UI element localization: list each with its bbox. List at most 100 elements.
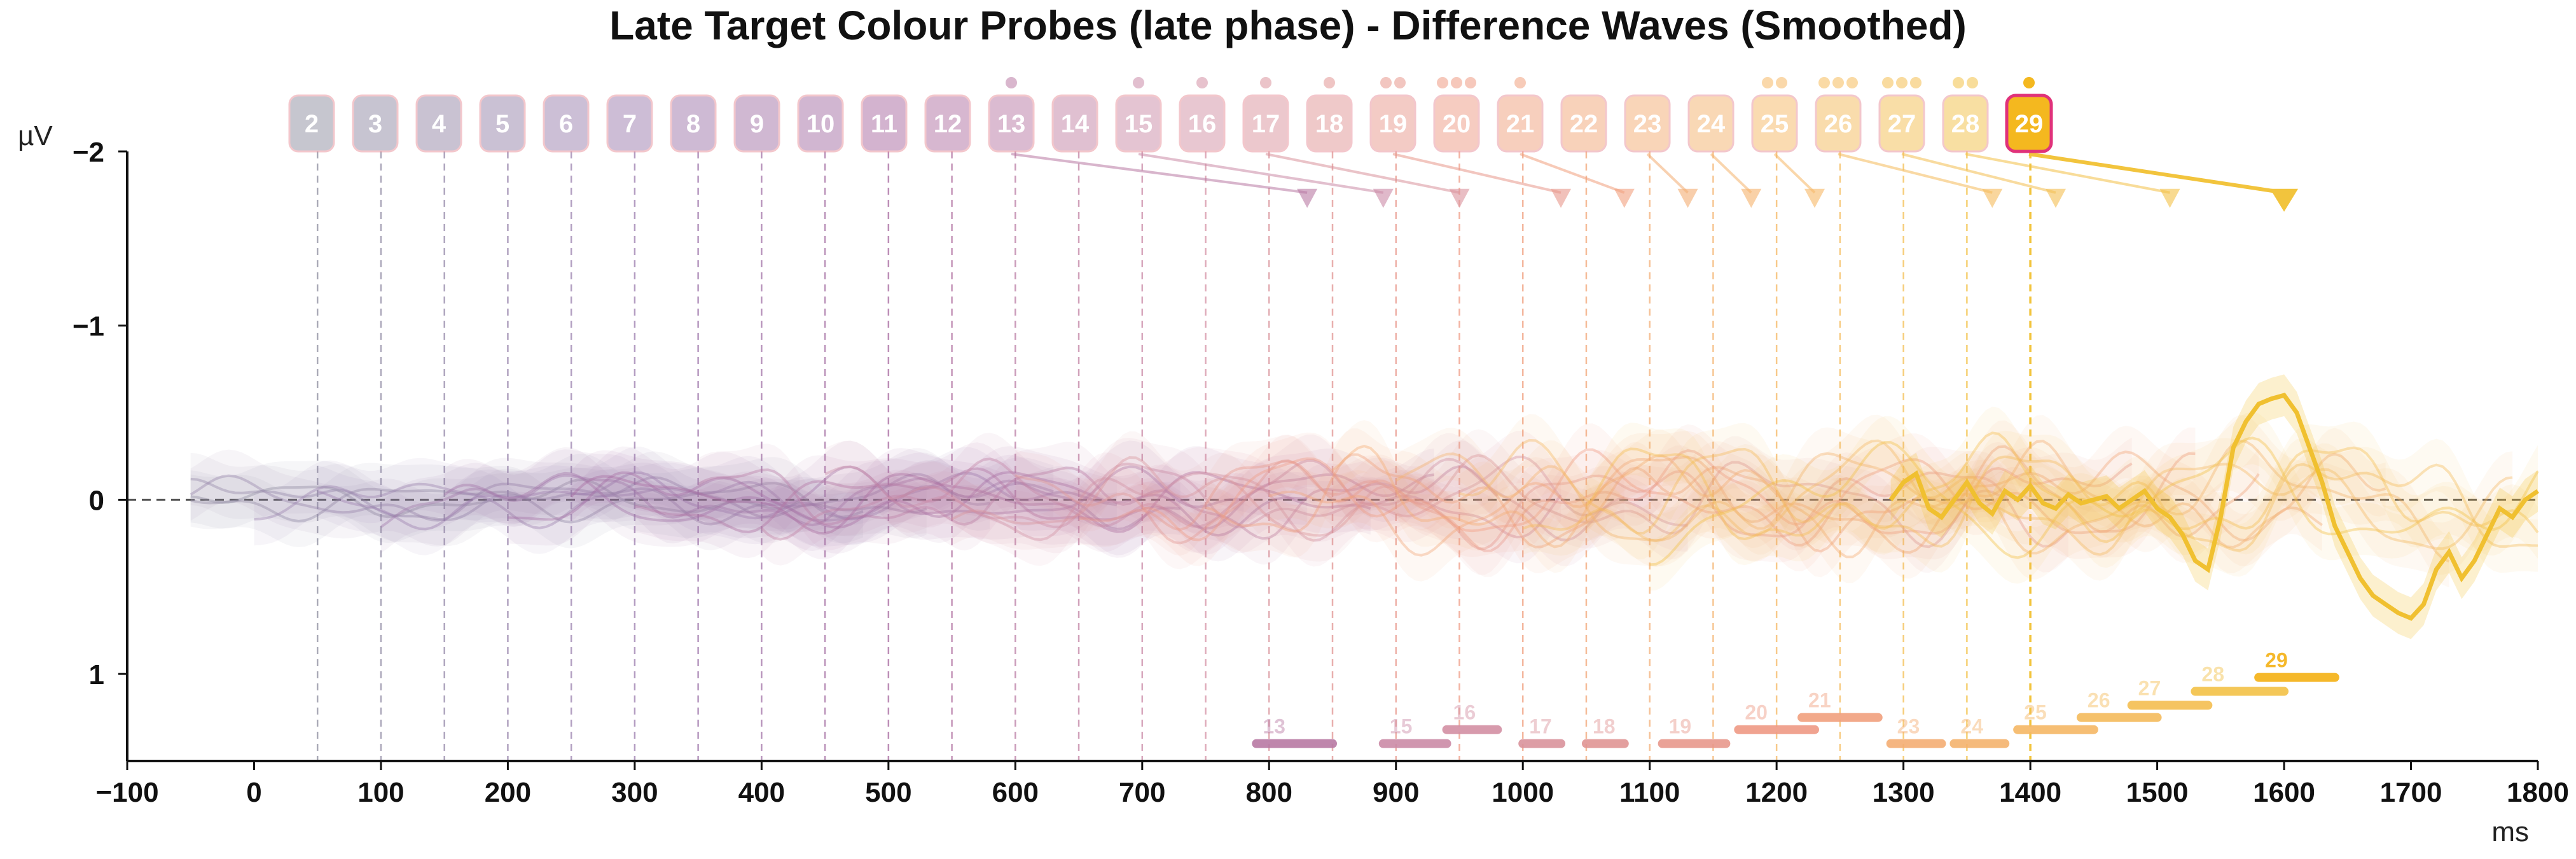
probe-dot-26 — [1818, 77, 1830, 88]
significance-label-15: 15 — [1390, 715, 1413, 738]
probe-dot-26 — [1832, 77, 1844, 88]
probe-badge-20: 20 — [1433, 77, 1480, 153]
probe-badge-15: 15 — [1115, 77, 1162, 153]
wave-line-6 — [254, 480, 1054, 529]
x-tick-label: 0 — [246, 777, 261, 808]
wave-ci-band-3 — [190, 457, 863, 548]
probe-badge-label-11: 11 — [871, 110, 897, 138]
probe-badge-11: 11 — [861, 94, 908, 153]
probe-badge-19: 19 — [1369, 77, 1416, 153]
probe-badge-3: 3 — [352, 94, 399, 153]
peak-marker-triangle-21 — [1614, 188, 1635, 208]
probe-badges: 2 3 4 5 6 7 8 9 10 11 12 13 14 15 16 17 18 19 20 21 22 23 24 25… — [288, 77, 2053, 153]
probe-badge-16: 16 — [1179, 77, 1226, 153]
x-tick-label: 300 — [611, 777, 658, 808]
probe-badge-label-4: 4 — [432, 110, 447, 138]
probe-badge-label-26: 26 — [1824, 110, 1853, 138]
x-tick-label: 400 — [738, 777, 785, 808]
wave-ci-band-5 — [190, 448, 990, 550]
y-tick-label: −2 — [73, 137, 104, 168]
x-tick-label: 1800 — [2507, 777, 2569, 808]
wave-ci-band-23 — [1333, 415, 2386, 583]
x-tick-label: 800 — [1246, 777, 1292, 808]
probe-badge-23: 23 — [1624, 94, 1671, 153]
x-tick-label: 900 — [1373, 777, 1419, 808]
wave-ci-band-16 — [888, 430, 1688, 567]
significance-label-17: 17 — [1529, 715, 1552, 738]
probe-badge-box-23 — [1624, 94, 1671, 153]
x-tick-label: 1000 — [1492, 777, 1554, 808]
probe-badge-label-12: 12 — [934, 110, 962, 138]
wave-line-12 — [634, 467, 1434, 534]
probe-badge-label-14: 14 — [1061, 110, 1090, 138]
axes: −100 0 100 200 300 400 500 600 700 800 900 1000 1100… — [73, 137, 2569, 808]
probe-badge-22: 22 — [1560, 94, 1607, 153]
wave-ci-band-20 — [1142, 423, 2196, 571]
probe-dot-15 — [1133, 77, 1144, 88]
probe-badge-box-27 — [1878, 94, 1925, 153]
x-tick-label: 1700 — [2380, 777, 2442, 808]
probe-badge-label-28: 28 — [1951, 110, 1980, 138]
probe-badge-18: 18 — [1306, 77, 1353, 153]
wave-ci-band-19 — [1079, 424, 2132, 577]
significance-label-18: 18 — [1593, 715, 1616, 738]
probe-badge-label-7: 7 — [623, 110, 637, 138]
peak-marker-triangle-29 — [2270, 188, 2299, 212]
wave-line-23 — [1331, 440, 2386, 559]
wave-ci-band-6 — [254, 456, 1054, 554]
probe-dot-19 — [1394, 77, 1406, 88]
significance-label-20: 20 — [1745, 701, 1768, 724]
x-tick-label: 1600 — [2253, 777, 2315, 808]
probe-badge-label-23: 23 — [1633, 110, 1662, 138]
probe-dot-20 — [1437, 77, 1448, 88]
probe-badge-label-3: 3 — [368, 110, 382, 138]
probe-badge-box-28 — [1942, 94, 1989, 153]
chart-title: Late Target Colour Probes (late phase) -… — [609, 3, 1967, 48]
probe-dot-19 — [1380, 77, 1392, 88]
wave-line-8 — [380, 474, 1181, 531]
x-tick-label: 1100 — [1619, 777, 1680, 808]
wave-ci-band-4 — [190, 451, 927, 546]
probe-dot-18 — [1324, 77, 1335, 88]
probe-badge-8: 8 — [670, 94, 717, 153]
probe-badge-box-19 — [1369, 94, 1416, 153]
probe-badge-4: 4 — [415, 94, 462, 153]
wave-ci-band-12 — [634, 442, 1434, 558]
probe-badge-box-21 — [1497, 94, 1544, 153]
wave-ci-band-25 — [1459, 414, 2513, 581]
wave-line-7 — [317, 471, 1118, 531]
significance-label-16: 16 — [1453, 701, 1476, 724]
y-tick-label: 1 — [89, 659, 104, 690]
probe-badge-box-22 — [1560, 94, 1607, 153]
probe-badge-box-2 — [288, 94, 335, 153]
probe-badge-label-2: 2 — [305, 110, 319, 138]
wave-ci-band-8 — [380, 449, 1181, 555]
peak-marker-line-17 — [1265, 153, 1460, 194]
probe-badge-9: 9 — [733, 94, 780, 153]
wave-line-3 — [190, 482, 864, 524]
wave-line-19 — [1079, 449, 2133, 552]
probe-badge-box-17 — [1242, 94, 1289, 153]
difference-waves — [190, 407, 2539, 591]
wave-line-2 — [190, 478, 801, 519]
probe-badge-21: 21 — [1497, 77, 1544, 153]
probe-badge-label-6: 6 — [559, 110, 573, 138]
peak-markers — [1011, 152, 2299, 212]
probe-badge-label-24: 24 — [1697, 110, 1726, 138]
probe-dot-28 — [1967, 77, 1978, 88]
probe-badge-27: 27 — [1878, 77, 1925, 153]
probe-badge-label-20: 20 — [1443, 110, 1471, 138]
probe-badge-box-5 — [479, 94, 526, 153]
highlight-wave-ci-band — [1890, 374, 2538, 639]
probe-badge-label-5: 5 — [495, 110, 509, 138]
peak-marker-line-28 — [1965, 153, 2170, 194]
probe-badge-28: 28 — [1942, 77, 1989, 153]
highlight-wave — [1888, 374, 2539, 639]
probe-badge-label-8: 8 — [686, 110, 700, 138]
probe-badge-box-25 — [1751, 94, 1798, 153]
wave-ci-band-13 — [698, 440, 1498, 565]
probe-badge-box-18 — [1306, 94, 1353, 153]
wave-line-10 — [508, 471, 1308, 537]
probe-badge-6: 6 — [543, 94, 590, 153]
wave-line-21 — [1205, 445, 2260, 553]
